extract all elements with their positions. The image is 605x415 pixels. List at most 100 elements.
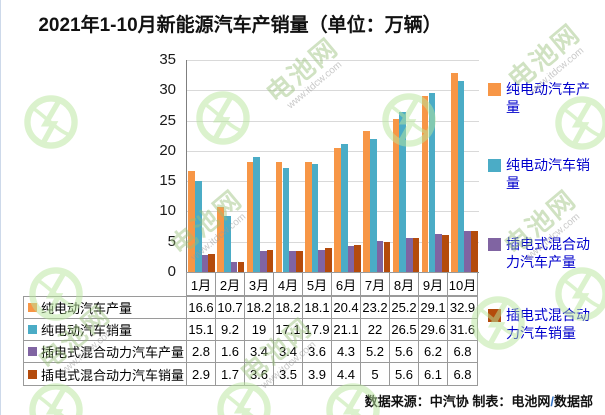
bar-纯电动汽车产量-8月 <box>392 119 400 272</box>
category-axis-table: 1月 2月 3月 4月 5月 6月 7月 8月 9月 10月 <box>186 272 478 296</box>
bar-纯电动汽车销量-6月 <box>340 144 348 272</box>
y-tick-label: 20 <box>159 141 176 159</box>
table-value-cell: 3.6 <box>245 363 274 385</box>
table-row-label: 插电式混合动力汽车产量 <box>24 341 187 362</box>
footer-slash: / <box>550 394 554 409</box>
bar-纯电动汽车销量-4月 <box>282 168 290 272</box>
legend-key-icon <box>28 325 37 334</box>
legend-label: 插电式混合动力汽车产量 <box>506 236 590 270</box>
month-cell: 2月 <box>216 273 245 295</box>
table-value-cell: 3.4 <box>245 341 274 362</box>
table-row-label: 纯电动汽车产量 <box>24 297 187 318</box>
bar-纯电动汽车销量-5月 <box>311 163 319 272</box>
month-cell: 6月 <box>332 273 361 295</box>
table-value-cell: 2.8 <box>187 341 216 362</box>
legend-key-icon <box>28 347 37 356</box>
legend-key-icon <box>28 369 37 379</box>
y-tick-label: 10 <box>159 202 176 220</box>
month-cell: 5月 <box>303 273 332 295</box>
legend-swatch-icon <box>488 159 501 172</box>
bar-插电式混合动力汽车销量-8月 <box>412 238 420 272</box>
legend-label: 纯电动汽车销量 <box>506 157 590 191</box>
y-tick-label: 30 <box>159 81 176 99</box>
battery-net-logo-icon <box>27 381 85 415</box>
table-value-cell: 16.6 <box>187 297 216 318</box>
bar-纯电动汽车销量-9月 <box>428 92 436 272</box>
bar-纯电动汽车产量-6月 <box>334 148 341 272</box>
legend-label: 纯电动汽车产量 <box>506 81 590 115</box>
gridline <box>187 211 479 213</box>
y-tick-label: 15 <box>159 172 176 190</box>
bar-插电式混合动力汽车销量-1月 <box>208 254 215 272</box>
bar-纯电动汽车销量-2月 <box>224 216 231 272</box>
table-value-cell: 25.2 <box>390 297 419 318</box>
table-value-cell: 3.4 <box>274 341 303 362</box>
month-cell: 9月 <box>419 273 448 295</box>
table-value-cell: 15.1 <box>187 319 216 340</box>
bar-插电式混合动力汽车产量-2月 <box>230 262 238 272</box>
table-value-cell: 4.3 <box>332 341 361 362</box>
table-value-cell: 3.6 <box>303 341 332 362</box>
month-cell: 10月 <box>448 277 477 293</box>
bar-插电式混合动力汽车销量-9月 <box>441 235 449 272</box>
bar-插电式混合动力汽车产量-1月 <box>201 255 209 272</box>
bar-插电式混合动力汽车产量-9月 <box>435 234 442 272</box>
table-value-cell: 5.6 <box>390 363 419 385</box>
y-axis: 0 5 10 15 20 25 30 35 <box>139 51 179 280</box>
bar-插电式混合动力汽车销量-3月 <box>266 250 274 272</box>
y-tick-label: 5 <box>167 232 176 250</box>
bar-纯电动汽车产量-5月 <box>305 162 312 272</box>
table-value-cell: 5.2 <box>361 341 390 362</box>
gridline <box>187 181 479 183</box>
chart-title: 2021年1-10月新能源汽车产销量（单位：万辆） <box>38 15 442 36</box>
table-value-cell: 10.7 <box>216 297 245 318</box>
bar-插电式混合动力汽车销量-7月 <box>383 241 391 272</box>
data-table: 纯电动汽车产量 16.6 10.7 18.2 18.2 18.1 20.4 23.2 25.2 2… <box>23 296 478 386</box>
month-cell: 1月 <box>187 273 216 295</box>
table-value-cell: 18.2 <box>245 297 274 318</box>
table-value-cell: 18.1 <box>303 297 332 318</box>
legend-item: 插电式混合动力汽车销量 <box>488 306 604 342</box>
series-name: 纯电动汽车销量 <box>41 323 133 338</box>
gridline <box>187 60 479 61</box>
table-row-label: 插电式混合动力汽车销量 <box>24 363 187 385</box>
bar-插电式混合动力汽车产量-6月 <box>347 245 355 272</box>
table-value-cell: 18.2 <box>274 297 303 318</box>
gridline <box>187 120 479 122</box>
y-tick-label: 0 <box>167 263 176 280</box>
bar-纯电动汽车销量-1月 <box>194 180 202 272</box>
bar-插电式混合动力汽车产量-3月 <box>260 251 267 272</box>
table-value-cell: 5.6 <box>390 341 419 362</box>
legend-label: 插电式混合动力汽车销量 <box>506 307 590 341</box>
bar-纯电动汽车产量-3月 <box>246 161 254 272</box>
table-row: 纯电动汽车产量 16.6 10.7 18.2 18.2 18.1 20.4 23.2 25.2 2… <box>24 297 477 319</box>
legend-swatch-icon <box>488 238 501 251</box>
bar-插电式混合动力汽车产量-7月 <box>376 240 384 272</box>
bar-纯电动汽车销量-7月 <box>370 138 377 272</box>
bar-纯电动汽车产量-4月 <box>275 161 283 272</box>
battery-net-logo-icon <box>22 93 80 151</box>
table-value-cell: 21.1 <box>332 319 361 340</box>
table-value-cell: 2.9 <box>187 363 216 385</box>
bar-插电式混合动力汽车产量-10月 <box>464 230 472 272</box>
bar-插电式混合动力汽车销量-5月 <box>325 248 332 272</box>
bar-纯电动汽车产量-1月 <box>188 171 195 272</box>
y-tick-label: 25 <box>159 111 176 129</box>
footer-source-text: 数据来源：中汽协 制表：电池网 <box>364 394 551 409</box>
gridline <box>187 150 479 152</box>
bar-纯电动汽车销量-10月 <box>457 80 465 272</box>
table-value-cell: 23.2 <box>361 297 390 318</box>
table-value-cell: 26.5 <box>390 319 419 340</box>
legend-swatch-icon <box>488 309 501 322</box>
table-value-cell: 17.1 <box>274 319 303 340</box>
month-cell: 8月 <box>390 273 419 295</box>
bar-纯电动汽车销量-3月 <box>253 156 260 272</box>
table-value-cell: 3.5 <box>274 363 303 385</box>
plot-area <box>186 60 479 273</box>
table-value-cell: 5 <box>361 363 390 385</box>
legend-swatch-icon <box>488 83 501 96</box>
table-value-cell: 9.2 <box>216 319 245 340</box>
table-row: 插电式混合动力汽车产量 2.8 1.6 3.4 3.4 3.6 4.3 5.2 5.6 6.2 6.… <box>24 341 477 363</box>
table-value-cell: 32.9 <box>449 300 476 315</box>
